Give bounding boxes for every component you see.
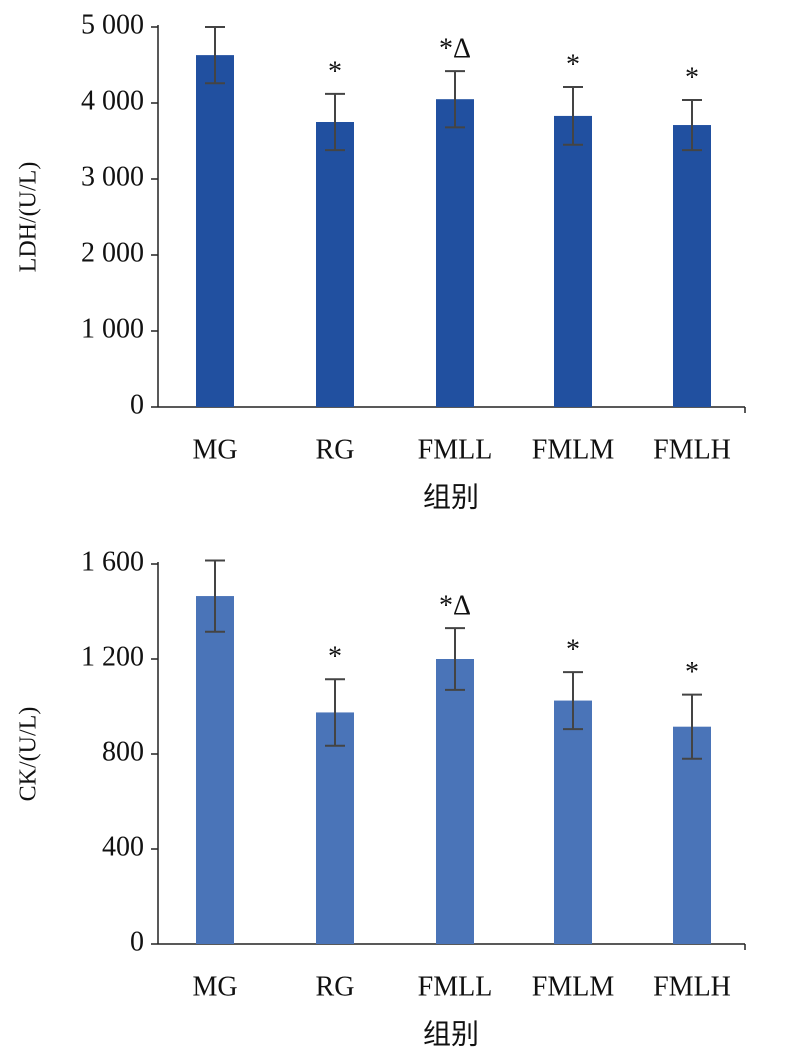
annotation: * — [566, 49, 580, 80]
x-axis-title: 组别 — [423, 1018, 479, 1050]
x-tick-label: RG — [316, 971, 355, 1002]
y-tick-label: 4 000 — [81, 85, 144, 116]
y-tick-label: 1 200 — [81, 641, 144, 672]
annotation: *Δ — [439, 34, 471, 65]
bar — [316, 122, 354, 407]
annotation: * — [328, 642, 342, 673]
x-tick-label: FMLH — [653, 971, 731, 1002]
y-axis-title: LDH/(U/L) — [16, 162, 42, 273]
bar — [436, 99, 474, 407]
y-tick-label: 0 — [130, 926, 144, 957]
bar — [196, 596, 234, 944]
x-tick-label: FMLM — [532, 434, 615, 465]
annotation: * — [685, 62, 699, 93]
bar — [673, 125, 711, 407]
y-tick-label: 2 000 — [81, 237, 144, 268]
x-axis-title: 组别 — [423, 481, 479, 513]
annotation: * — [685, 657, 699, 688]
x-tick-label: MG — [192, 971, 237, 1002]
x-tick-label: RG — [316, 434, 355, 465]
y-tick-label: 400 — [102, 831, 144, 862]
y-tick-label: 0 — [130, 389, 144, 420]
y-tick-label: 5 000 — [81, 9, 144, 40]
y-axis-title: CK/(U/L) — [16, 707, 42, 802]
bar — [436, 659, 474, 944]
x-tick-label: FMLM — [532, 971, 615, 1002]
bar — [554, 115, 592, 408]
annotation: *Δ — [439, 591, 471, 622]
annotation: * — [328, 56, 342, 87]
bar — [554, 700, 592, 944]
bar — [196, 55, 234, 408]
x-tick-label: FMLL — [418, 434, 493, 465]
bar — [316, 712, 354, 944]
x-tick-label: FMLL — [418, 971, 493, 1002]
bar — [673, 726, 711, 944]
annotation: * — [566, 634, 580, 665]
y-tick-label: 800 — [102, 736, 144, 767]
y-tick-label: 3 000 — [81, 161, 144, 192]
x-tick-label: MG — [192, 434, 237, 465]
y-tick-label: 1 000 — [81, 313, 144, 344]
x-tick-label: FMLH — [653, 434, 731, 465]
y-tick-label: 1 600 — [81, 546, 144, 577]
